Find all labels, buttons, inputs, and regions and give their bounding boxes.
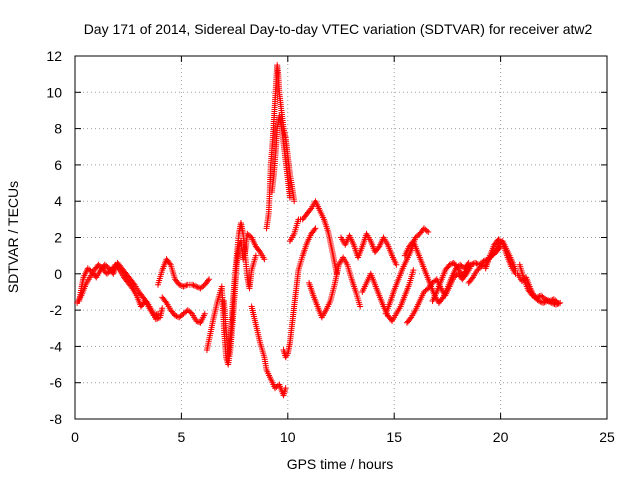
data-point <box>553 298 560 305</box>
y-tick-label: 0 <box>54 266 62 282</box>
x-tick-label: 10 <box>280 429 296 445</box>
data-point <box>423 227 430 234</box>
data-point <box>467 261 474 268</box>
data-point <box>154 310 161 317</box>
data-point <box>115 265 122 272</box>
data-point <box>187 309 194 316</box>
y-tick-label: 6 <box>54 157 62 173</box>
data-point <box>550 300 557 307</box>
data-point <box>446 261 453 268</box>
x-tick-label: 0 <box>71 429 79 445</box>
data-point <box>150 312 157 319</box>
data-point <box>535 298 542 305</box>
data-point <box>453 263 460 270</box>
data-point <box>425 229 432 236</box>
x-tick-label: 25 <box>599 429 615 445</box>
x-tick-label: 5 <box>178 429 186 445</box>
data-point <box>542 296 549 303</box>
data-point <box>543 296 550 303</box>
y-tick-label: 10 <box>46 84 62 100</box>
data-point <box>190 282 197 289</box>
data-point <box>407 315 414 322</box>
y-tick-label: 2 <box>54 230 62 246</box>
y-tick-label: -2 <box>50 302 63 318</box>
data-point <box>162 298 169 305</box>
data-point <box>472 259 479 266</box>
plot-area <box>74 55 608 420</box>
data-point <box>201 310 208 317</box>
x-axis-label: GPS time / hours <box>287 456 394 472</box>
data-point <box>191 282 198 289</box>
data-point <box>357 303 364 310</box>
data-point <box>193 317 200 324</box>
data-point <box>206 276 213 283</box>
y-tick-label: -4 <box>50 338 63 354</box>
x-tick-label: 20 <box>493 429 509 445</box>
data-point <box>439 295 446 302</box>
data-point <box>375 244 382 251</box>
data-point <box>546 298 553 305</box>
y-tick-label: 12 <box>46 48 62 64</box>
data-point <box>474 261 481 268</box>
data-point <box>176 281 183 288</box>
y-axis-tick-labels: -8 -6 -4 -2 0 2 4 6 8 10 12 <box>46 48 62 427</box>
data-point <box>196 284 203 291</box>
data-point <box>307 206 314 213</box>
data-point <box>252 252 259 259</box>
x-axis-tick-labels: 0 5 10 15 20 25 <box>71 429 615 445</box>
data-point <box>189 281 196 288</box>
data-point <box>529 292 536 299</box>
data-point <box>533 294 540 301</box>
data-point <box>286 194 293 201</box>
data-point <box>410 267 417 274</box>
data-point <box>172 312 179 319</box>
data-point <box>498 238 505 245</box>
data-point <box>530 293 537 300</box>
data-point <box>154 315 161 322</box>
data-point <box>205 277 211 284</box>
data-point <box>261 256 268 263</box>
data-point <box>312 225 319 232</box>
x-tick-label: 15 <box>386 429 402 445</box>
data-point <box>193 283 200 290</box>
data-point <box>130 280 137 287</box>
data-point <box>180 283 187 290</box>
data-point <box>555 299 562 306</box>
data-point <box>469 261 476 268</box>
data-point <box>540 299 547 306</box>
data-point <box>166 260 173 267</box>
data-point <box>282 385 289 392</box>
data-point <box>291 198 298 205</box>
y-tick-label: -6 <box>50 375 63 391</box>
data-point <box>393 261 400 268</box>
data-point <box>536 293 543 300</box>
data-point <box>247 233 254 240</box>
data-point <box>128 283 135 290</box>
data-point <box>159 305 166 312</box>
chart-title: Day 171 of 2014, Sidereal Day-to-day VTE… <box>84 21 593 37</box>
data-point <box>181 282 188 289</box>
y-tick-label: -8 <box>50 411 63 427</box>
data-point <box>153 311 160 318</box>
data-point <box>256 247 263 254</box>
y-tick-label: 8 <box>54 121 62 137</box>
data-point <box>174 313 181 320</box>
data-point <box>152 316 159 323</box>
data-point <box>549 296 556 303</box>
y-tick-label: 4 <box>54 193 62 209</box>
data-series <box>74 62 564 399</box>
data-point <box>183 282 190 289</box>
data-point <box>468 275 475 282</box>
data-point <box>311 226 318 233</box>
y-axis-label: SDTVAR / TECUs <box>5 181 21 293</box>
data-point <box>177 282 184 289</box>
data-point <box>537 298 544 305</box>
data-point <box>194 318 201 325</box>
data-point <box>152 311 159 318</box>
